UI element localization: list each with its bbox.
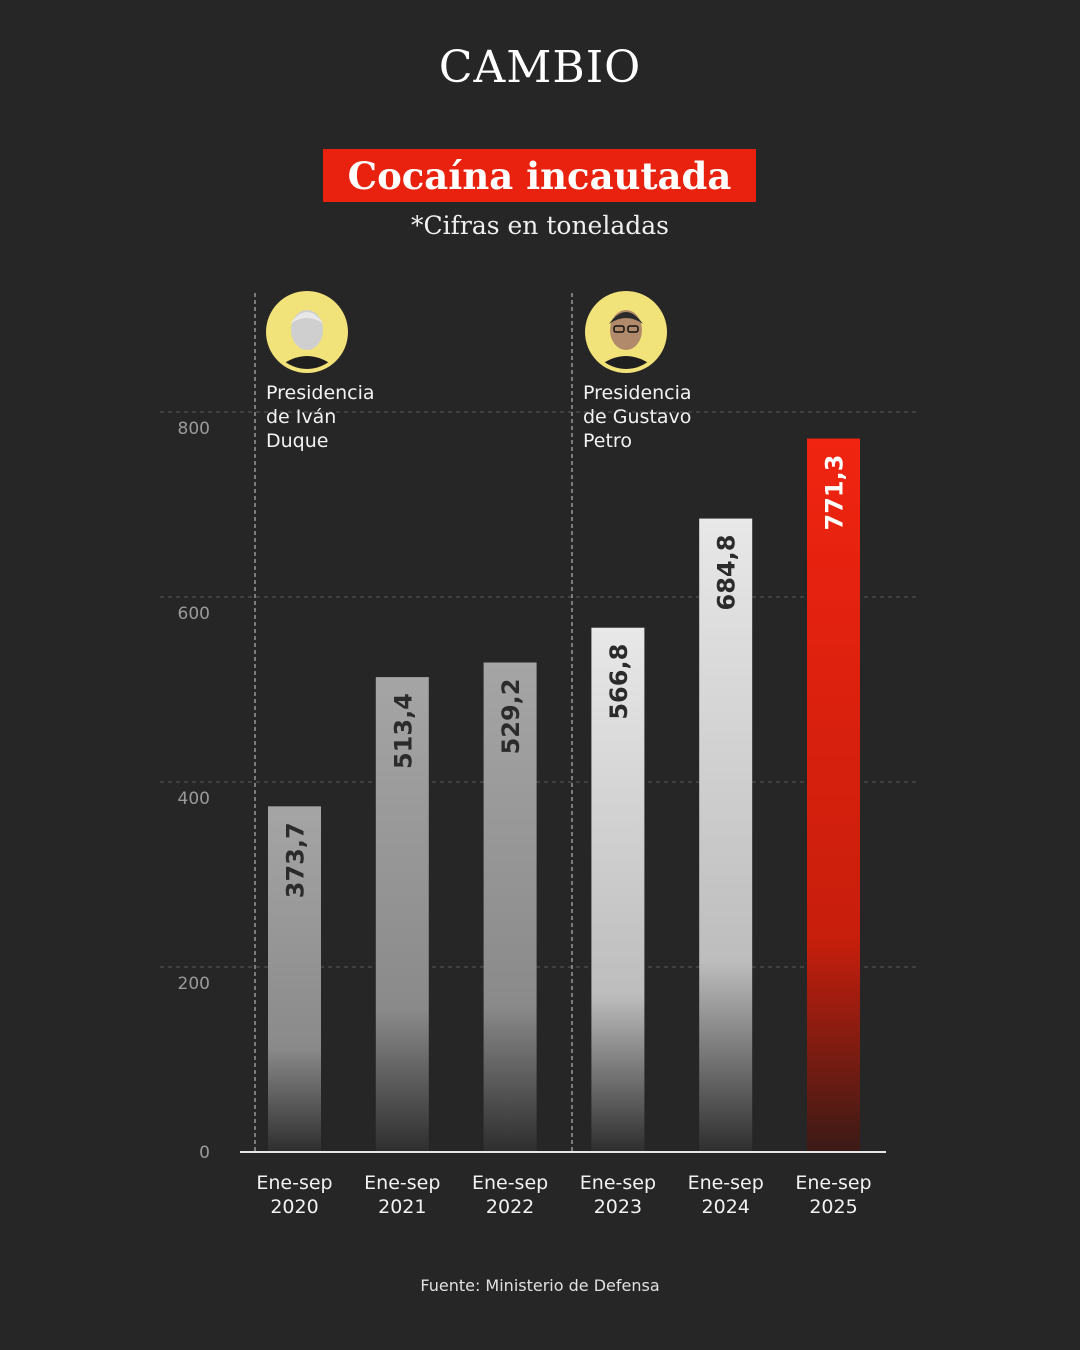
x-tick-label: Ene-sep [688, 1172, 764, 1194]
presidency-label: de Iván [266, 406, 336, 428]
x-tick-label-year: 2025 [809, 1196, 857, 1218]
bar-value-label: 529,2 [497, 678, 525, 754]
x-tick-label: Ene-sep [472, 1172, 548, 1194]
y-tick-label: 400 [178, 789, 210, 809]
portrait-glasses-right [627, 325, 639, 333]
x-tick-label-year: 2021 [378, 1196, 426, 1218]
y-tick-label: 200 [178, 974, 210, 994]
y-tick-label: 600 [178, 604, 210, 624]
chart-subtitle: *Cifras en toneladas [411, 211, 669, 240]
bar-value-label: 684,8 [713, 535, 741, 611]
presidency-label: Presidencia [266, 382, 375, 404]
bar [591, 627, 645, 1152]
bar-value-label: 513,4 [389, 693, 417, 769]
portrait-icon [266, 291, 348, 373]
x-tick-label-year: 2023 [594, 1196, 642, 1218]
y-tick-label: 0 [199, 1143, 210, 1163]
bar [807, 438, 860, 1152]
presidency-label: Duque [266, 430, 328, 452]
presidency-label: Presidencia [583, 382, 692, 404]
y-tick-label: 800 [178, 419, 210, 439]
brand-logo: CAMBIO [438, 42, 642, 93]
x-tick-label: Ene-sep [256, 1172, 332, 1194]
x-tick-label-year: 2024 [702, 1196, 750, 1218]
bar [268, 806, 321, 1152]
x-tick-label-year: 2020 [270, 1196, 318, 1218]
bar-value-label: 373,7 [282, 822, 310, 898]
x-tick-label: Ene-sep [580, 1172, 656, 1194]
presidency-label: de Gustavo [583, 406, 691, 428]
bar-value-label: 566,8 [605, 644, 633, 720]
portrait-icon [585, 291, 667, 373]
title-banner: Cocaína incautada [323, 149, 756, 202]
portrait-face [610, 310, 642, 350]
chart-title: Cocaína incautada [347, 153, 732, 198]
bar-value-label: 771,3 [821, 455, 849, 531]
bar [483, 662, 537, 1152]
presidency-label: Petro [583, 430, 632, 452]
x-tick-label: Ene-sep [364, 1172, 440, 1194]
x-tick-label: Ene-sep [795, 1172, 871, 1194]
bar [699, 518, 753, 1152]
portrait-hair [609, 312, 643, 324]
portrait-glasses-left [613, 325, 625, 333]
source-note: Fuente: Ministerio de Defensa [420, 1276, 660, 1295]
x-tick-label-year: 2022 [486, 1196, 534, 1218]
portrait-face [291, 310, 323, 350]
portrait-hair [290, 312, 324, 324]
bar [375, 677, 429, 1152]
